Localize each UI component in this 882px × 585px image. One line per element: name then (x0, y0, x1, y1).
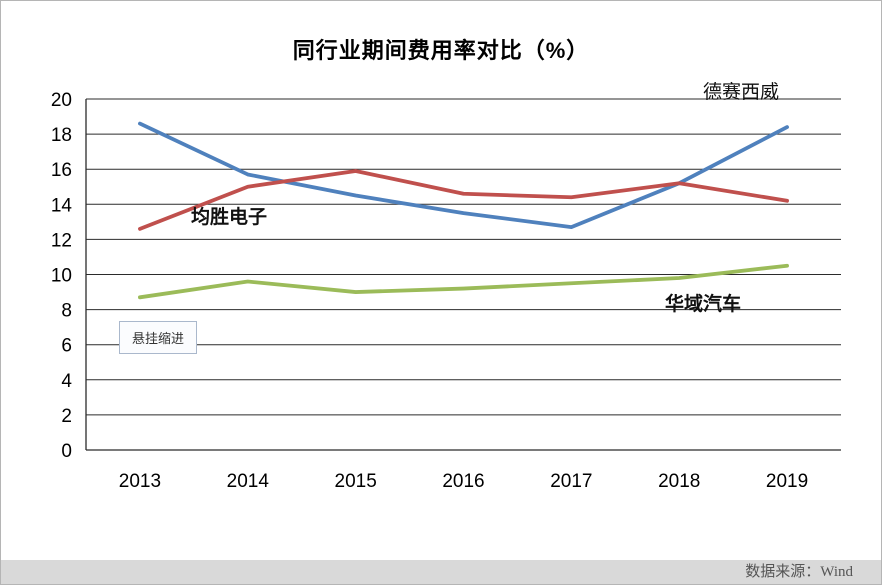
svg-text:2: 2 (61, 406, 72, 427)
svg-text:2013: 2013 (119, 471, 161, 492)
series-label-huayu: 华域汽车 (665, 294, 742, 315)
svg-text:2014: 2014 (227, 471, 270, 492)
svg-text:2018: 2018 (658, 471, 700, 492)
note-box: 悬挂缩进 (119, 321, 198, 354)
source-text: 数据来源：Wind (745, 564, 853, 580)
chart-title: 同行业期间费用率对比（%） (292, 38, 590, 63)
svg-text:2019: 2019 (766, 471, 808, 492)
source-footer: 数据来源：Wind (1, 560, 881, 584)
svg-text:8: 8 (61, 301, 72, 322)
series-label-joyson: 均胜电子 (191, 207, 268, 228)
svg-text:2015: 2015 (335, 471, 377, 492)
svg-text:2016: 2016 (442, 471, 484, 492)
svg-text:10: 10 (51, 266, 72, 287)
svg-text:12: 12 (51, 230, 72, 251)
svg-text:4: 4 (61, 371, 72, 392)
svg-text:20: 20 (51, 90, 72, 111)
svg-text:16: 16 (51, 160, 72, 181)
svg-text:0: 0 (61, 441, 72, 462)
svg-text:14: 14 (51, 195, 73, 216)
svg-text:2017: 2017 (550, 471, 592, 492)
svg-text:6: 6 (61, 336, 72, 357)
series-label-desay: 德赛西威 (703, 82, 780, 103)
svg-text:18: 18 (51, 125, 72, 146)
